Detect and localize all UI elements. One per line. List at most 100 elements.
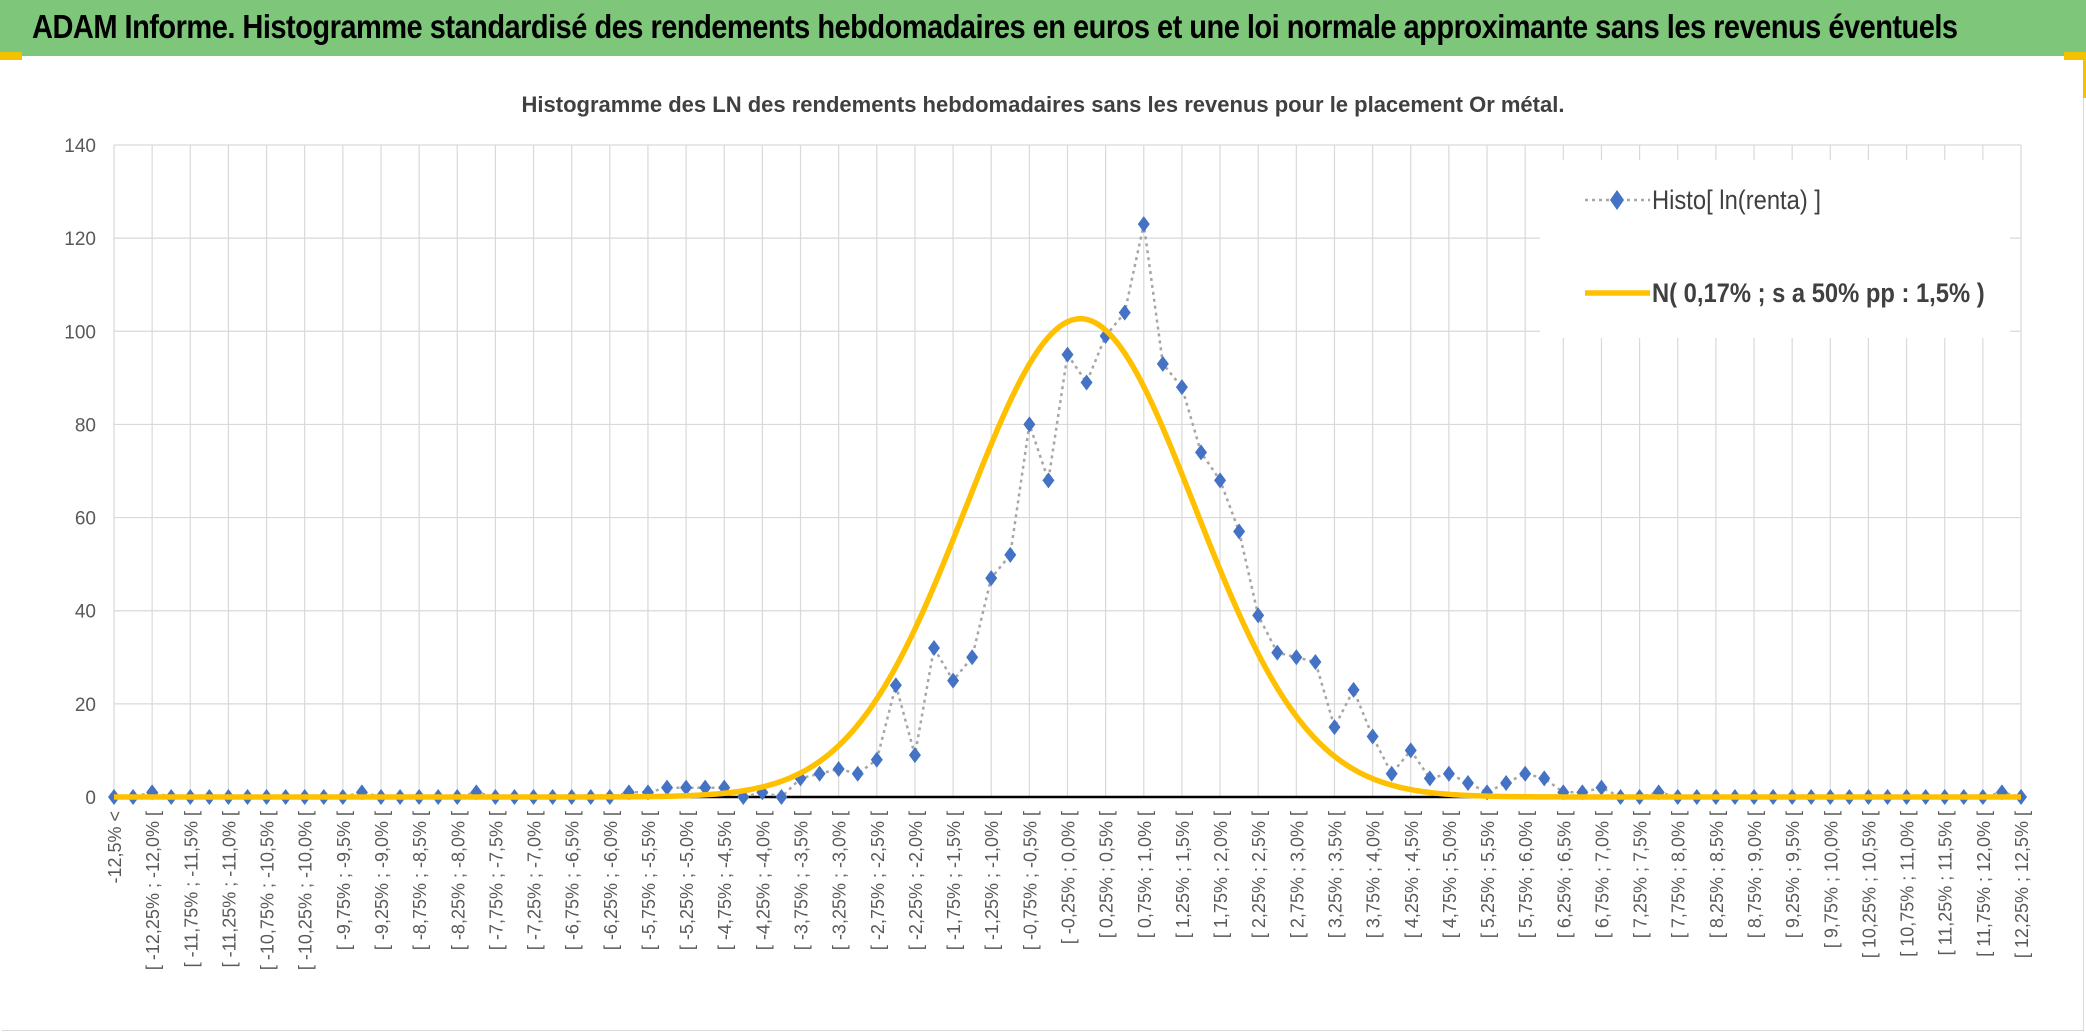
histogram-point	[851, 765, 864, 782]
y-tick-label: 100	[64, 322, 96, 343]
histogram-point	[966, 649, 979, 666]
x-tick-label: [ 3,75% ; 4,0% [	[1364, 811, 1384, 938]
histogram-point	[1137, 216, 1150, 233]
x-tick-label: [ 0,25% ; 0,5% [	[1097, 811, 1117, 938]
x-tick-label: [ -9,25% ; -9,0% [	[372, 811, 392, 950]
x-tick-label: [ 8,25% ; 8,5% [	[1707, 811, 1727, 938]
legend: Histo[ ln(renta) ] N( 0,17% ; s a 50% pp…	[1540, 160, 2010, 338]
histogram-point	[1309, 653, 1322, 670]
x-tick-label: [ 2,75% ; 3,0% [	[1287, 811, 1307, 938]
x-tick-label: [ 10,25% ; 10,5% [	[1859, 811, 1879, 958]
histogram-point	[889, 677, 902, 694]
x-tick-label: [ 6,25% ; 6,5% [	[1554, 811, 1574, 938]
x-tick-label: [ 7,75% ; 8,0% [	[1669, 811, 1689, 938]
histogram-point	[1442, 765, 1455, 782]
histogram-point	[1290, 649, 1303, 666]
histogram-point	[1423, 770, 1436, 787]
x-tick-label: [ -11,25% ; -11,0% [	[219, 811, 239, 967]
histogram-point	[1366, 728, 1379, 745]
histogram-point	[1023, 416, 1036, 433]
x-tick-label: [ 2,25% ; 2,5% [	[1249, 811, 1269, 938]
x-tick-label: [ -2,75% ; -2,5% [	[868, 811, 888, 950]
histogram-point	[1118, 304, 1131, 321]
y-axis-ticks: 0 20 40 60 80 100 120 140	[64, 136, 96, 809]
y-tick-label: 0	[85, 788, 96, 809]
histogram-point	[1252, 607, 1265, 624]
histogram-point	[1385, 765, 1398, 782]
x-tick-label: [ 12,25% ; 12,5% [	[2012, 811, 2032, 958]
x-tick-label: [ -6,75% ; -6,5% [	[563, 811, 583, 950]
histogram-point	[908, 747, 921, 764]
histogram-point	[1347, 681, 1360, 698]
histogram-point	[813, 765, 826, 782]
x-tick-label: [ -12,25% ; -12,0% [	[143, 811, 163, 970]
x-tick-label: [ -0,75% ; -0,5% [	[1020, 811, 1040, 950]
histogram-point	[1080, 374, 1093, 391]
histogram-point	[1004, 546, 1017, 563]
x-tick-label: [ -8,25% ; -8,0% [	[448, 811, 468, 950]
histogram-point	[1404, 742, 1417, 759]
legend-histo-marker	[1610, 190, 1624, 210]
title-banner: ADAM Informe. Histogramme standardisé de…	[0, 0, 2086, 56]
x-tick-label: [ 1,25% ; 1,5% [	[1173, 811, 1193, 938]
x-tick-label: [ -3,25% ; -3,0% [	[830, 811, 850, 950]
histogram-point	[1500, 775, 1513, 792]
x-tick-label: [ -4,75% ; -4,5% [	[715, 811, 735, 950]
histogram-point	[1214, 472, 1227, 489]
x-tick-label: [ 4,25% ; 4,5% [	[1402, 811, 1422, 938]
x-tick-label: [ -1,75% ; -1,5% [	[944, 811, 964, 950]
legend-background	[1540, 160, 2010, 338]
x-tick-label: -12,5% <	[105, 811, 125, 884]
histogram-point	[1194, 444, 1207, 461]
x-tick-label: [ 0,75% ; 1,0% [	[1135, 811, 1155, 938]
x-tick-label: [ 5,25% ; 5,5% [	[1478, 811, 1498, 938]
histogram-point	[1156, 355, 1169, 372]
x-tick-label: [ 3,25% ; 3,5% [	[1325, 811, 1345, 938]
normal-curve	[114, 316, 2021, 800]
histogram-point	[1271, 644, 1284, 661]
histogram-point	[1175, 379, 1188, 396]
x-tick-label: [ -2,25% ; -2,0% [	[906, 811, 926, 950]
x-tick-label: [ 4,75% ; 5,0% [	[1440, 811, 1460, 938]
histogram-point	[699, 779, 712, 796]
x-tick-label: [ -0,25% ; 0,0% [	[1059, 811, 1079, 944]
y-tick-label: 20	[75, 695, 96, 716]
x-tick-label: [ -5,25% ; -5,0% [	[677, 811, 697, 950]
x-tick-label: [ -7,75% ; -7,5% [	[486, 811, 506, 950]
banner-accent-right	[2064, 52, 2086, 60]
x-tick-label: [ -5,75% ; -5,5% [	[639, 811, 659, 950]
y-tick-label: 80	[75, 415, 96, 436]
legend-normal-label: N( 0,17% ; s a 50% pp : 1,5% )	[1652, 279, 1985, 309]
x-tick-label: [ 6,75% ; 7,0% [	[1592, 811, 1612, 938]
histogram-point	[947, 672, 960, 689]
x-tick-label: [ -10,25% ; -10,0% [	[296, 811, 316, 970]
x-tick-label: [ 7,25% ; 7,5% [	[1631, 811, 1651, 938]
right-edge-accent	[2083, 58, 2086, 98]
x-tick-label: [ -1,25% ; -1,0% [	[982, 811, 1002, 950]
x-tick-label: [ -7,25% ; -7,0% [	[525, 811, 545, 950]
x-axis-ticks: -12,5% < [ -12,25% ; -12,0% [[ -11,75% ; …	[105, 811, 2032, 970]
x-tick-label: [ 11,75% ; 12,0% [	[1974, 811, 1994, 957]
histogram-point	[1233, 523, 1246, 540]
histogram-point	[870, 751, 883, 768]
x-tick-label: [ -10,75% ; -10,5% [	[258, 811, 278, 970]
histogram-point	[1538, 770, 1551, 787]
x-tick-label: [ -6,25% ; -6,0% [	[601, 811, 621, 950]
x-tick-label: [ 11,25% ; 11,5% [	[1936, 811, 1956, 955]
histogram-point	[775, 789, 788, 805]
x-tick-label: [ 9,25% ; 9,5% [	[1783, 811, 1803, 938]
histogram-point	[1042, 472, 1055, 489]
y-tick-label: 40	[75, 602, 96, 623]
x-tick-label: [ 9,75% ; 10,0% [	[1821, 811, 1841, 948]
chart-title: Histogramme des LN des rendements hebdom…	[522, 92, 1565, 117]
histogram-point	[1461, 775, 1474, 792]
banner-accent-left	[0, 52, 22, 60]
x-tick-label: [ -8,75% ; -8,5% [	[410, 811, 430, 950]
y-tick-label: 60	[75, 509, 96, 530]
y-tick-label: 120	[64, 229, 96, 250]
histogram-point	[832, 761, 845, 778]
x-tick-label: [ -9,75% ; -9,5% [	[334, 811, 354, 950]
histogram-point	[1061, 346, 1074, 363]
